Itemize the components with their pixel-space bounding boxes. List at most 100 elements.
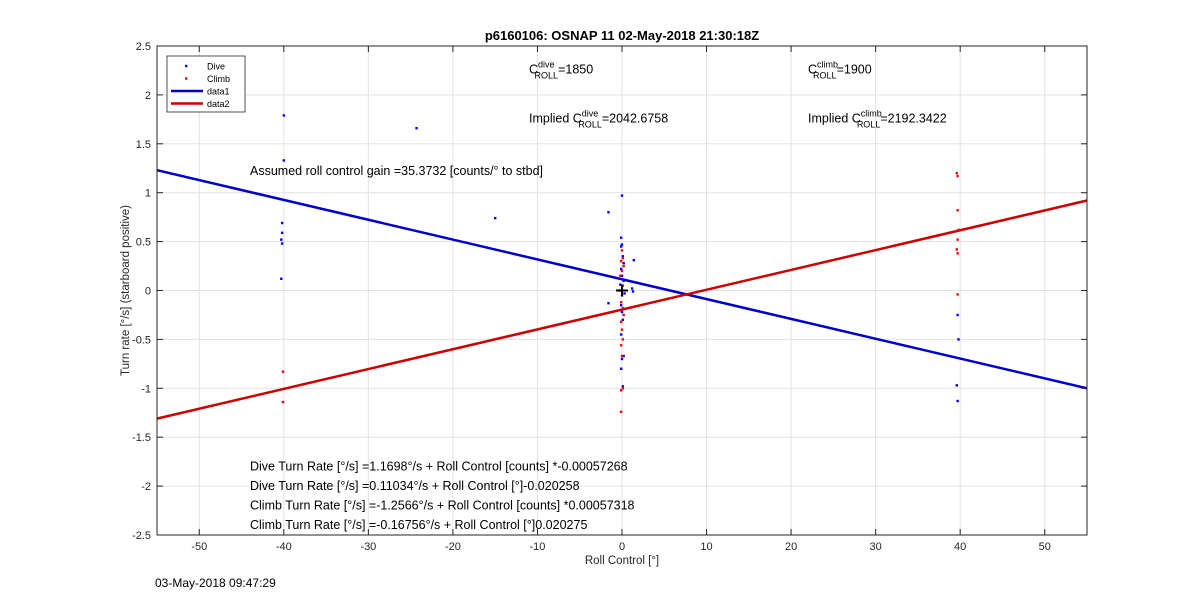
climb-point — [956, 252, 959, 255]
legend-marker-dive — [185, 64, 188, 68]
annotation-implied_climb: Implied Cclimb ROLL=2192.3422 — [808, 108, 947, 129]
climb-point — [621, 257, 625, 260]
grid — [157, 45, 1087, 536]
annotation-eq3: Climb Turn Rate [°/s] =-1.2566°/s + Roll… — [250, 499, 635, 513]
x-tick-label: -30 — [360, 541, 376, 553]
climb-point — [619, 259, 623, 263]
y-tick-label: -2 — [141, 481, 151, 493]
dive-point — [620, 243, 624, 246]
y-tick-label: 2 — [145, 90, 151, 102]
dive-point — [620, 194, 624, 197]
dive-point — [621, 385, 625, 388]
legend: Dive Climb data1 data2 — [166, 55, 246, 113]
climb-point — [620, 269, 624, 273]
dive-point — [280, 221, 284, 225]
dive-point — [493, 216, 497, 220]
climb-point — [956, 293, 959, 296]
climb-point — [955, 248, 958, 251]
y-tick-label: 1 — [145, 188, 151, 200]
dive-point — [621, 255, 625, 258]
climb-point — [281, 370, 285, 373]
x-axis-label: Roll Control [°] — [585, 555, 659, 567]
x-tick-label: 50 — [1039, 541, 1051, 553]
y-tick-label: 0.5 — [136, 237, 151, 249]
dive-point — [622, 279, 625, 282]
annotation-eq2: Dive Turn Rate [°/s] =0.11034°/s + Roll … — [250, 479, 580, 493]
climb-point — [619, 274, 622, 278]
footer-timestamp: 03-May-2018 09:47:29 — [155, 576, 276, 590]
y-axis-label: Turn rate [°/s] (starboard positive) — [120, 205, 132, 376]
dive-point — [955, 384, 958, 387]
dive-point — [619, 236, 623, 239]
y-tick-label: -0.5 — [132, 334, 151, 346]
y-tick-label: 1.5 — [136, 139, 151, 151]
legend-label-dive: Dive — [207, 62, 225, 72]
legend-label-data2: data2 — [207, 99, 230, 109]
legend-marker-climb — [185, 77, 188, 80]
annotation-gain: Assumed roll control gain =35.3732 [coun… — [250, 164, 543, 178]
dive-point — [619, 245, 623, 248]
x-tick-label: -50 — [191, 541, 207, 553]
climb-point — [956, 209, 959, 212]
dive-point — [607, 302, 610, 305]
x-tick-label: -20 — [445, 541, 461, 553]
legend-label-climb: Climb — [207, 74, 230, 84]
climb-point — [621, 306, 625, 310]
dive-point — [631, 290, 635, 293]
climb-point — [620, 328, 624, 331]
climb-point — [621, 338, 625, 341]
legend-label-data1: data1 — [207, 87, 230, 97]
dive-point — [280, 231, 284, 234]
annotation-c_climb: Cclimb ROLL=1900 — [808, 59, 872, 80]
climb-point — [956, 238, 959, 241]
dive-point — [632, 258, 636, 262]
climb-point — [620, 249, 624, 252]
dive-point — [623, 292, 626, 295]
climb-point — [622, 264, 625, 268]
fit-line-data2 — [156, 199, 1088, 420]
dive-point — [280, 238, 283, 241]
x-tick-label: -40 — [276, 541, 292, 553]
data-points — [280, 114, 960, 413]
chart-title: p6160106: OSNAP 11 02-May-2018 21:30:18Z — [485, 28, 759, 43]
climb-point — [619, 410, 623, 413]
climb-point — [956, 174, 959, 178]
climb-point — [622, 313, 625, 317]
climb-point — [619, 320, 623, 323]
x-tick-label: -10 — [530, 541, 546, 553]
climb-point — [619, 344, 623, 347]
dive-point — [619, 283, 622, 286]
dive-point — [282, 114, 286, 117]
dive-point — [280, 277, 283, 280]
dive-point — [619, 367, 623, 370]
climb-point — [620, 354, 624, 358]
dive-point — [956, 313, 959, 317]
dive-point — [282, 159, 286, 162]
dive-point — [415, 126, 418, 130]
dive-point — [620, 357, 624, 361]
fit-lines — [156, 168, 1088, 420]
climb-point — [281, 400, 285, 404]
climb-point — [957, 228, 960, 232]
y-tick-label: 0 — [145, 286, 151, 298]
dive-point — [607, 211, 610, 214]
y-tick-label: -1 — [141, 383, 151, 395]
dive-point — [956, 399, 959, 403]
dive-point — [957, 338, 960, 341]
dive-point — [630, 287, 634, 290]
y-tick-label: 2.5 — [136, 41, 151, 53]
y-tick-label: -1.5 — [132, 432, 151, 444]
x-tick-label: 20 — [785, 541, 797, 553]
y-tick-label: -2.5 — [132, 530, 151, 542]
climb-point — [621, 387, 625, 390]
dive-point — [619, 267, 623, 271]
fit-line-data1 — [156, 168, 1088, 390]
annotation-c_dive: Cdive ROLL=1850 — [529, 59, 593, 80]
climb-point — [619, 301, 623, 304]
annotation-implied_dive: Implied Cdive ROLL=2042.6758 — [529, 108, 668, 129]
dive-point — [622, 261, 625, 265]
climb-point — [955, 171, 958, 175]
x-tick-label: 30 — [870, 541, 882, 553]
dive-point — [622, 354, 625, 358]
x-tick-label: 0 — [619, 541, 625, 553]
